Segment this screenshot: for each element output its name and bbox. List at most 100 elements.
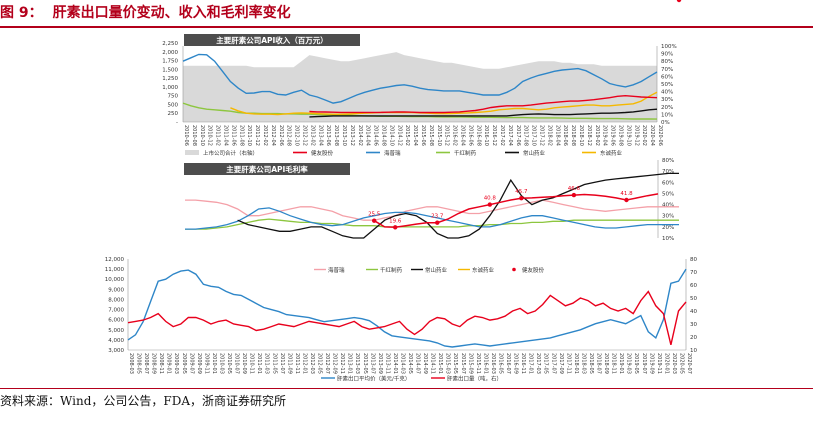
chart1-x-tick: 2011-02	[215, 125, 221, 146]
chart1-x-tick: 2010-06	[183, 125, 189, 146]
chart3-legend-bottom-label: 肝素出口量（吨，右）	[447, 375, 502, 383]
chart3-x-tick: 2013-05	[362, 353, 368, 374]
chart3-x-tick: 2011-07	[279, 353, 285, 374]
chart1-x-tick: 2018-12	[586, 125, 592, 146]
chart3-x-tick: 2020-01	[663, 353, 669, 374]
chart3-x-tick: 2008-09	[151, 353, 157, 374]
title-rule	[0, 26, 813, 28]
chart3-x-tick: 2014-01	[392, 353, 398, 374]
chart3-x-tick: 2009-07	[188, 353, 194, 374]
chart1-area-total-share	[183, 52, 657, 122]
chart1-x-tick: 2015-12	[444, 125, 450, 146]
chart3-x-tick: 2009-01	[166, 353, 172, 374]
chart1-x-tick: 2016-06	[467, 125, 473, 146]
chart3-x-tick: 2014-09	[422, 353, 428, 374]
chart3-y-right-tick: 70	[690, 270, 697, 276]
chart3-x-tick: 2017-11	[565, 353, 571, 374]
chart1-legend-label: 海普瑞	[384, 149, 401, 157]
chart1-x-tick: 2013-10	[341, 125, 347, 146]
chart1-x-tick: 2020-04	[649, 125, 655, 146]
chart2-y-tick: 60%	[662, 180, 674, 186]
chart3-legend-top-label: 常山药业	[425, 266, 448, 274]
figure-number: 图 9：	[0, 5, 43, 21]
chart1-y-right-tick: 80%	[661, 59, 673, 65]
chart1-x-tick: 2016-12	[491, 125, 497, 146]
chart3-legend-top-label: 千红制药	[380, 266, 403, 274]
chart3-legend-bottom-label: 肝素出口平均价（美元/千克）	[337, 375, 410, 383]
chart3-x-tick: 2015-05	[452, 353, 458, 374]
chart1-x-tick: 2011-04	[223, 125, 229, 146]
chart1-title-banner	[184, 34, 360, 46]
chart3-x-tick: 2015-09	[467, 353, 473, 374]
chart3-x-tick: 2008-03	[128, 353, 134, 374]
chart1-x-tick: 2019-06	[610, 125, 616, 146]
chart1-x-tick: 2019-04	[602, 125, 608, 146]
chart3-x-tick: 2012-11	[339, 353, 345, 374]
chart3-x-tick: 2009-03	[173, 353, 179, 374]
chart3-x-tick: 2008-07	[143, 353, 149, 374]
chart1-x-tick: 2013-12	[349, 125, 355, 146]
chart3-x-tick: 2016-11	[520, 353, 526, 374]
chart1-x-tick: 2012-04	[270, 125, 276, 146]
chart3-x-tick: 2018-03	[580, 353, 586, 374]
chart3-x-tick: 2019-09	[648, 353, 654, 374]
chart3-legend-top-label: 东诚药业	[472, 266, 495, 274]
chart3-x-tick: 2016-05	[497, 353, 503, 374]
chart1-x-tick: 2016-04	[460, 125, 466, 146]
chart2-hepalink-marker	[372, 218, 377, 223]
chart2-hepalink-marker	[393, 225, 398, 230]
chart2-line-haipu	[185, 207, 679, 230]
chart2-y-tick: 50%	[662, 191, 674, 197]
chart2-y-tick: 40%	[662, 203, 674, 209]
chart3-x-tick: 2017-07	[550, 353, 556, 374]
chart2-line-changshan	[237, 172, 679, 239]
chart1-x-tick: 2017-08	[523, 125, 529, 146]
chart3-y-left-tick: 10,000	[105, 277, 125, 283]
chart2-hepalink-marker	[519, 196, 524, 201]
chart1-legend-label: 上市公司合计（右轴）	[203, 149, 258, 157]
chart2-data-label: 41.8	[620, 191, 633, 197]
chart3-x-tick: 2009-11	[203, 353, 209, 374]
chart1-legend-label: 千红制药	[454, 149, 477, 157]
figure-caption: 肝素出口量价变动、收入和毛利率变化	[52, 5, 291, 21]
chart1-x-tick: 2017-02	[499, 125, 505, 146]
chart2-data-label: 23.7	[431, 214, 444, 220]
chart3-x-tick: 2017-09	[558, 353, 564, 374]
chart1-y-left-tick: 2,250	[162, 41, 178, 47]
chart3-x-tick: 2015-11	[475, 353, 481, 374]
chart3-x-tick: 2015-01	[437, 353, 443, 374]
chart1-x-tick: 2019-12	[633, 125, 639, 146]
chart1-y-right-tick: 20%	[661, 105, 673, 111]
chart3-x-tick: 2018-01	[573, 353, 579, 374]
chart2-hepalink-marker	[624, 197, 629, 203]
chart3-x-tick: 2013-07	[369, 353, 375, 374]
chart1-x-tick: 2015-04	[412, 125, 418, 146]
chart3-x-tick: 2012-03	[309, 353, 315, 374]
chart1-y-left-tick: -	[176, 120, 178, 126]
chart3-x-tick: 2012-01	[301, 353, 307, 374]
chart3-y-right-tick: 10	[690, 348, 697, 354]
chart1-y-right-tick: 100%	[661, 44, 677, 50]
chart2-y-tick: 20%	[662, 225, 674, 231]
chart1-x-tick: 2011-12	[254, 125, 260, 146]
chart3-x-tick: 2019-05	[633, 353, 639, 374]
chart1-x-tick: 2020-06	[657, 125, 663, 146]
chart1-x-tick: 2014-04	[365, 125, 371, 146]
chart3-x-tick: 2019-01	[618, 353, 624, 374]
chart2-title: 主要肝素公司API毛利率	[226, 164, 308, 174]
chart1-y-right-tick: 30%	[661, 97, 673, 103]
chart1-y-left-tick: 250	[168, 111, 179, 117]
chart1-x-tick: 2014-02	[357, 125, 363, 146]
chart3-x-tick: 2012-05	[317, 353, 323, 374]
chart3-x-tick: 2017-03	[535, 353, 541, 374]
chart3-legend-top-label: 健友股份	[522, 266, 545, 274]
chart1-line-hepalink	[309, 94, 658, 114]
figure-title: 图 9： 肝素出口量价变动、收入和毛利率变化	[0, 2, 291, 24]
chart3-x-tick: 2014-05	[407, 353, 413, 374]
chart3-x-tick: 2018-09	[603, 353, 609, 374]
chart2-line-hepalink	[373, 193, 659, 229]
chart3-y-left-tick: 8,000	[108, 297, 124, 303]
chart2-data-label: 49.6	[673, 0, 686, 2]
chart3-x-tick: 2012-07	[324, 353, 330, 374]
chart3-x-tick: 2011-01	[256, 353, 262, 374]
